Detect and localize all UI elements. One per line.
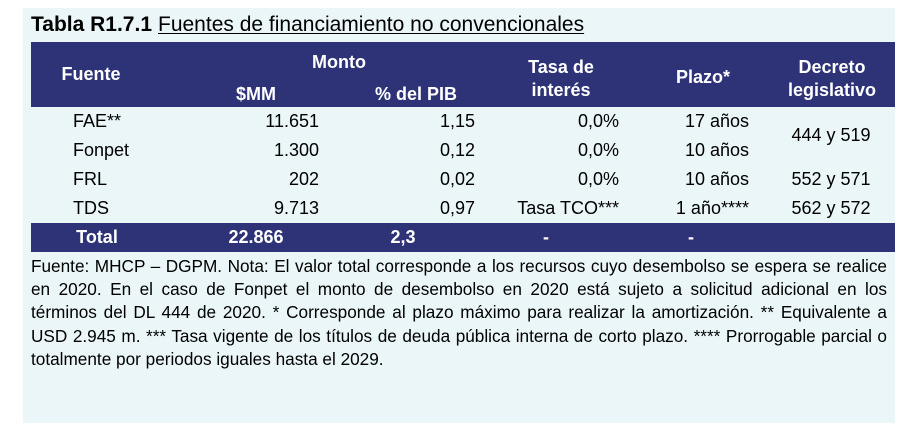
header-mm: $MM: [236, 84, 276, 104]
total-plazo: -: [688, 227, 694, 247]
cell-fuente: FRL: [73, 169, 108, 189]
total-mm: 22.866: [228, 227, 284, 247]
cell-decreto: 552 y 571: [791, 169, 871, 189]
cell-pib: 0,12: [439, 140, 475, 160]
table-header: Fuente Monto $MM % del PIB Tasa de inter…: [31, 42, 895, 107]
cell-pib: 0,97: [439, 198, 475, 218]
table-name: Fuentes de financiamiento no convenciona…: [158, 13, 585, 36]
cell-mm: 1.300: [273, 140, 319, 160]
header-monto: Monto: [312, 52, 366, 72]
cell-plazo: 10 años: [684, 140, 749, 160]
header-decreto-line1: Decreto: [798, 57, 866, 77]
total-tasa: -: [543, 227, 549, 247]
table-row: Fonpet 1.300 0,12 0,0% 10 años: [31, 136, 895, 165]
cell-mm: 9.713: [273, 198, 319, 218]
table-row: FRL 202 0,02 0,0% 10 años 552 y 571: [31, 165, 895, 194]
cell-mm: 202: [288, 169, 319, 189]
cell-decreto-merged: 444 y 519: [791, 125, 871, 145]
cell-fuente: FAE**: [73, 111, 122, 131]
cell-plazo: 17 años: [684, 111, 749, 131]
cell-tasa: Tasa TCO***: [517, 198, 619, 218]
cell-fuente: TDS: [73, 198, 109, 218]
cell-plazo: 10 años: [684, 169, 749, 189]
header-pib: % del PIB: [374, 84, 458, 104]
header-tasa-line1: Tasa de: [528, 57, 594, 77]
table-row: FAE** 11.651 1,15 0,0% 17 años: [31, 107, 895, 136]
table-row: TDS 9.713 0,97 Tasa TCO*** 1 año**** 562…: [31, 194, 895, 223]
total-pib: 2,3: [390, 227, 416, 247]
table-body: FAE** 11.651 1,15 0,0% 17 años Fonpet 1.…: [31, 107, 895, 223]
table-panel: Tabla R1.7.1 Fuentes de financiamiento no…: [23, 8, 895, 423]
table-title: Tabla R1.7.1 Fuentes de financiamiento no…: [31, 13, 584, 37]
cell-decreto: 562 y 572: [791, 198, 871, 218]
cell-plazo: 1 año****: [675, 198, 749, 218]
cell-tasa: 0,0%: [577, 169, 619, 189]
cell-fuente: Fonpet: [73, 140, 130, 160]
cell-mm: 11.651: [265, 111, 319, 131]
table-total-row: Total 22.866 2,3 - -: [31, 223, 895, 252]
table-code: Tabla R1.7.1: [31, 13, 152, 36]
header-fuente: Fuente: [61, 64, 121, 84]
header-tasa-line2: interés: [531, 80, 591, 100]
cell-tasa: 0,0%: [577, 111, 619, 131]
table-notes: Fuente: MHCP – DGPM. Nota: El valor tota…: [31, 256, 887, 369]
header-decreto-line2: legislativo: [787, 80, 877, 100]
total-label: Total: [76, 227, 118, 247]
cell-pib: 1,15: [439, 111, 475, 131]
cell-tasa: 0,0%: [577, 140, 619, 160]
header-plazo: Plazo*: [675, 67, 731, 87]
cell-pib: 0,02: [439, 169, 475, 189]
